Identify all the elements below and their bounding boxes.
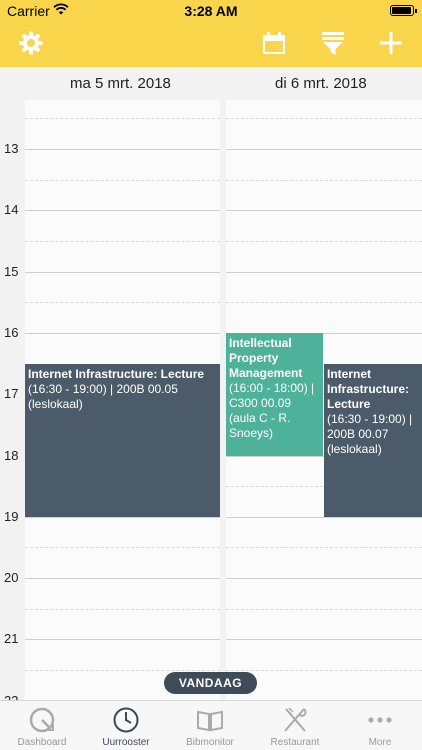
status-time: 3:28 AM <box>184 3 238 19</box>
calendar-grid[interactable]: 13 14 15 16 17 18 19 20 21 22 Internet Infrastruct… <box>0 100 422 700</box>
half-hour-line <box>226 302 422 303</box>
tab-label: Uurrooster <box>102 737 150 748</box>
gear-icon <box>19 31 43 55</box>
tab-bibmonitor[interactable]: Bibmonitor <box>168 701 252 750</box>
event-block[interactable]: Internet Infrastructure: Lecture (16:30 -… <box>25 364 220 517</box>
filter-icon <box>322 32 344 55</box>
half-hour-line <box>226 180 422 181</box>
more-icon <box>368 717 392 723</box>
half-hour-line <box>226 609 422 610</box>
hour-label: 13 <box>4 141 19 156</box>
fork-knife-icon <box>284 707 307 732</box>
hour-label: 15 <box>4 264 19 279</box>
book-icon <box>197 710 223 732</box>
hour-line <box>226 333 422 334</box>
hour-line <box>25 272 220 273</box>
hour-line <box>226 272 422 273</box>
event-details: (16:30 - 19:00) | 200B 00.07 (leslokaal) <box>327 412 413 456</box>
hour-label: 16 <box>4 325 19 340</box>
tab-label: Bibmonitor <box>186 737 234 748</box>
hour-label: 17 <box>4 386 19 401</box>
status-bar: Carrier 3:28 AM <box>0 0 422 22</box>
tab-label: Dashboard <box>17 737 67 748</box>
event-details: (16:30 - 19:00) | 200B 00.05 (leslokaal) <box>28 382 178 411</box>
tab-restaurant[interactable]: Restaurant <box>253 701 337 750</box>
tab-bar: Dashboard Uurrooster Bibmonitor Restaura… <box>0 700 422 750</box>
hour-line <box>25 517 220 518</box>
tab-label: Restaurant <box>270 737 320 748</box>
half-hour-line <box>226 118 422 119</box>
settings-button[interactable] <box>16 28 46 58</box>
clock-icon <box>113 707 139 733</box>
event-title: Internet Infrastructure: Lecture <box>28 367 205 381</box>
hour-label: 22 <box>4 693 22 700</box>
hour-line <box>226 517 422 518</box>
hour-line <box>226 210 422 211</box>
half-hour-line <box>25 670 220 671</box>
hour-line <box>25 578 220 579</box>
event-title: Intellectual Property Management <box>229 336 303 380</box>
today-button[interactable]: VANDAAG <box>164 672 257 694</box>
hour-line <box>25 333 220 334</box>
half-hour-line <box>226 241 422 242</box>
event-details: (16:00 - 18:00) | C300 00.09 (aula C - R… <box>229 381 315 440</box>
dashboard-icon <box>29 707 55 733</box>
hour-label: 18 <box>4 448 19 463</box>
hour-label: 19 <box>4 509 19 524</box>
hour-label: 20 <box>4 570 19 585</box>
event-block[interactable]: Intellectual Property Management (16:00 -… <box>226 333 323 456</box>
half-hour-line <box>25 241 220 242</box>
day-header-row: ma 5 mrt. 2018 di 6 mrt. 2018 <box>0 67 422 100</box>
tab-uurrooster[interactable]: Uurrooster <box>84 701 168 750</box>
hour-line <box>226 639 422 640</box>
hour-line <box>25 210 220 211</box>
hour-label: 21 <box>4 631 19 646</box>
hour-line <box>226 149 422 150</box>
tab-more[interactable]: More <box>338 701 422 750</box>
event-block[interactable]: Internet Infrastructure: Lecture (16:30 -… <box>324 364 422 517</box>
day-label-tuesday: di 6 mrt. 2018 <box>275 75 367 92</box>
wifi-icon <box>53 3 69 15</box>
hour-line <box>226 578 422 579</box>
hour-line <box>25 149 220 150</box>
half-hour-line <box>25 180 220 181</box>
half-hour-line <box>226 547 422 548</box>
carrier-label: Carrier <box>7 3 50 19</box>
half-hour-line <box>25 118 220 119</box>
add-button[interactable] <box>376 28 406 58</box>
battery-icon <box>390 5 417 16</box>
filter-button[interactable] <box>318 28 348 58</box>
half-hour-line <box>25 547 220 548</box>
top-bar: Carrier 3:28 AM <box>0 0 422 67</box>
tab-dashboard[interactable]: Dashboard <box>0 701 84 750</box>
plus-icon <box>380 32 402 54</box>
half-hour-line <box>25 609 220 610</box>
half-hour-line <box>226 670 422 671</box>
hour-line <box>25 639 220 640</box>
tab-label: More <box>368 737 392 748</box>
day-label-monday: ma 5 mrt. 2018 <box>70 75 171 92</box>
calendar-button[interactable] <box>259 28 289 58</box>
event-title: Internet Infrastructure: Lecture <box>327 367 410 411</box>
hour-label: 14 <box>4 202 19 217</box>
half-hour-line <box>25 302 220 303</box>
calendar-icon <box>263 32 285 54</box>
